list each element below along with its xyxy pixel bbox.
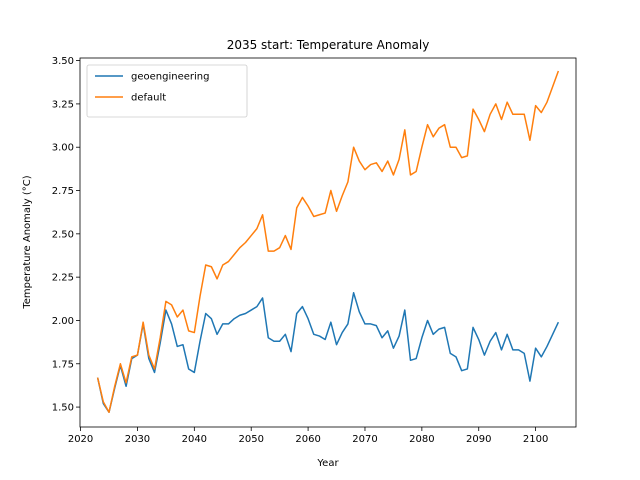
- legend: geoengineering default: [86, 64, 248, 118]
- plot-frame: [79, 57, 577, 428]
- y-axis-label: Temperature Anomaly (°C): [22, 175, 33, 309]
- x-tick-label: 2050: [238, 434, 263, 445]
- y-tick-label: 2.25: [52, 273, 74, 284]
- y-axis: 1.50 1.75 2.00 2.25 2.50 2.75 3.00 3.25 3.50: [52, 56, 80, 414]
- y-tick-label: 2.75: [52, 186, 74, 197]
- series-line-geoengineering: [96, 291, 560, 414]
- y-tick-label: 3.25: [52, 99, 74, 110]
- x-tick-label: 2090: [466, 434, 491, 445]
- x-axis-label: Year: [316, 458, 339, 469]
- x-tick-label: 2020: [68, 434, 93, 445]
- x-axis: 2020 2030 2040 2050 2060 2070 2080 2090 2100: [68, 427, 548, 445]
- plot-series: [96, 70, 560, 414]
- x-tick-label: 2040: [182, 434, 207, 445]
- y-tick-label: 1.50: [52, 403, 74, 414]
- x-tick-label: 2080: [409, 434, 434, 445]
- y-tick-label: 3.00: [52, 143, 74, 154]
- legend-box: [86, 64, 248, 118]
- y-tick-label: 2.00: [52, 316, 74, 327]
- legend-label-default: default: [131, 93, 166, 104]
- x-tick-label: 2060: [295, 434, 320, 445]
- x-tick-label: 2030: [125, 434, 150, 445]
- y-tick-label: 3.50: [52, 56, 74, 67]
- series-line-default: [96, 70, 560, 414]
- legend-label-geoengineering: geoengineering: [131, 72, 209, 83]
- chart-title: 2035 start: Temperature Anomaly: [227, 38, 430, 52]
- x-tick-label: 2100: [523, 434, 548, 445]
- x-tick-label: 2070: [352, 434, 377, 445]
- y-tick-label: 1.75: [52, 359, 74, 370]
- y-tick-label: 2.50: [52, 229, 74, 240]
